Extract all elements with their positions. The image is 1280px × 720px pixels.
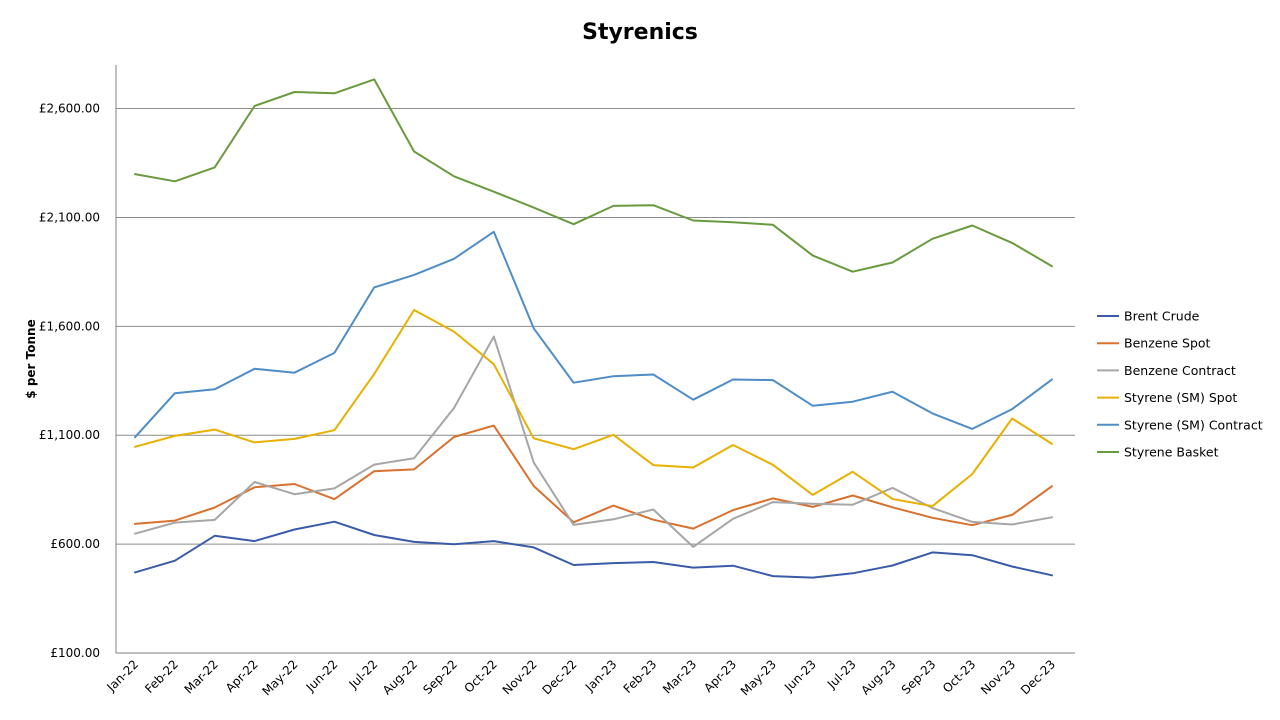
x-tick-label: Sep-23 [899,657,939,697]
x-tick-label: Jan-22 [104,657,142,695]
x-tick-label: Dec-23 [1018,657,1058,697]
y-tick-label: £1,100.00 [39,428,100,442]
series-line-styrene-sm-spot [134,309,1053,508]
x-tick-label: Oct-22 [462,657,500,695]
legend-label-styrene-sm-spot: Styrene (SM) Spot [1124,390,1237,405]
x-tick-label: Sep-22 [420,657,460,697]
series-lines [134,78,1053,579]
y-tick-label: £2,600.00 [39,102,100,116]
x-tick-label: Nov-22 [500,657,540,697]
series-line-brent-crude [134,520,1053,579]
x-tick-label: Mar-23 [660,657,699,696]
x-tick-label: Aug-22 [380,657,420,697]
x-tick-label: Jun-22 [303,657,341,695]
legend-label-benzene-spot: Benzene Spot [1124,336,1211,351]
y-tick-label: £600.00 [50,537,100,551]
x-tick-label: Mar-22 [182,657,221,696]
x-tick-label: Jul-23 [824,657,859,692]
x-tick-label: Apr-23 [701,657,739,695]
series-line-benzene-contract [134,335,1053,548]
x-tick-label: May-22 [259,657,300,698]
y-tick-labels: £100.00 £600.00 £1,100.00 £1,600.00 £2,100.0… [39,102,100,660]
x-tick-label: Feb-22 [142,657,181,696]
chart-title: Styrenics [582,20,698,45]
legend-label-brent-crude: Brent Crude [1124,309,1200,324]
axes [115,65,1075,654]
y-tick-label: £100.00 [50,646,100,660]
x-tick-label: Feb-23 [621,657,660,696]
x-tick-label: Jul-22 [346,657,381,692]
x-tick-label: May-23 [738,657,779,698]
legend-label-styrene-basket: Styrene Basket [1124,445,1219,460]
x-tick-label: Jan-23 [582,657,620,695]
gridlines [116,108,1075,545]
y-tick-label: £1,600.00 [39,319,100,333]
x-tick-label: Dec-22 [540,657,580,697]
y-axis-label: $ per Tonne [24,319,38,398]
x-tick-label: Oct-23 [940,657,978,695]
x-tick-label: Jun-23 [781,657,819,695]
x-tick-label: Nov-23 [978,657,1018,697]
series-line-benzene-spot [134,424,1053,530]
legend-label-styrene-sm-contract: Styrene (SM) Contract [1124,417,1263,432]
series-line-styrene-basket [134,78,1053,273]
legend: Brent Crude Benzene Spot Benzene Contract S… [1097,309,1263,460]
legend-label-benzene-contract: Benzene Contract [1124,363,1236,378]
x-tick-label: Apr-22 [223,657,261,695]
series-line-styrene-sm-contract [134,230,1053,439]
x-tick-label: Aug-23 [858,657,898,697]
y-tick-label: £2,100.00 [39,210,100,224]
